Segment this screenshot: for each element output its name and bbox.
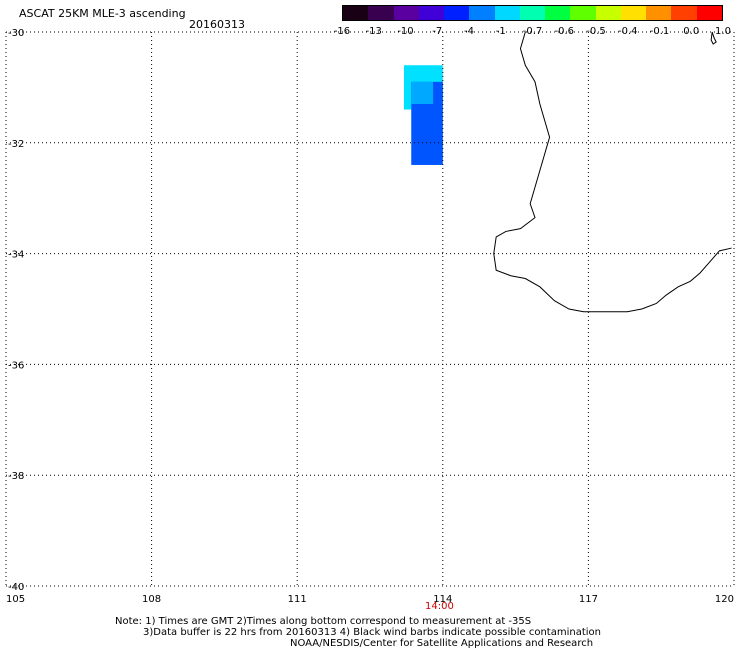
latitude-tick-label: -30: [8, 28, 24, 39]
color-scale-tick-label: -10: [397, 26, 414, 37]
color-scale-segment: [444, 6, 470, 20]
color-scale-segment: [696, 6, 722, 20]
color-scale-bar: [342, 5, 723, 21]
color-scale-tick-label: -13: [365, 26, 382, 37]
color-scale-segment: [671, 6, 697, 20]
coastline-island: [710, 31, 717, 45]
time-label: 14:00: [425, 601, 454, 612]
color-scale-segment: [418, 6, 445, 20]
latitude-tick-label: -34: [8, 250, 24, 261]
color-scale-segment: [519, 6, 546, 20]
color-scale-segment: [494, 6, 520, 20]
color-scale-tick-label: 0.0: [683, 26, 700, 37]
color-scale-segment: [595, 6, 621, 20]
color-scale-tick-label: -0.6: [554, 26, 575, 37]
color-scale-segment: [570, 6, 596, 20]
longitude-tick-label: 120: [715, 594, 734, 605]
color-scale-segment: [393, 6, 419, 20]
longitude-tick-label: 108: [142, 594, 161, 605]
latitude-tick-label: -32: [8, 139, 24, 150]
note-line-2: 3)Data buffer is 22 hrs from 20160313 4)…: [143, 627, 601, 638]
product-title: ASCAT 25KM MLE-3 ascending: [19, 7, 186, 20]
color-scale-segment: [368, 6, 394, 20]
latitude-tick-label: -36: [8, 360, 24, 371]
color-scale-tick-label: -0.7: [522, 26, 543, 37]
color-scale-segment: [545, 6, 571, 20]
wind-cell: [411, 81, 434, 105]
color-scale-tick-label: -7: [432, 26, 443, 37]
color-scale-tick-label: -0.5: [586, 26, 606, 37]
color-scale-tick-label: -0.4: [617, 26, 638, 37]
latitude-tick-label: -40: [8, 582, 24, 593]
color-scale-segment: [343, 6, 369, 20]
product-date: 20160313: [189, 18, 245, 31]
color-scale-tick-label: -1: [495, 26, 506, 37]
color-scale-segment: [646, 6, 672, 20]
note-line-3: NOAA/NESDIS/Center for Satellite Applica…: [290, 638, 594, 649]
color-scale-tick-label: -0.1: [649, 26, 670, 37]
coastline: [493, 31, 732, 313]
longitude-tick-label: 114: [433, 594, 452, 605]
longitude-tick-label: 117: [579, 594, 598, 605]
note-line-1: Note: 1) Times are GMT 2)Times along bot…: [115, 616, 532, 627]
longitude-tick-label: 111: [288, 594, 307, 605]
color-scale-tick-label: -4: [464, 26, 474, 37]
latitude-tick-label: -38: [8, 471, 24, 482]
longitude-tick-label: 105: [6, 594, 25, 605]
color-scale-segment: [620, 6, 647, 20]
plot-frame: [6, 32, 734, 586]
color-scale-segment: [469, 6, 495, 20]
